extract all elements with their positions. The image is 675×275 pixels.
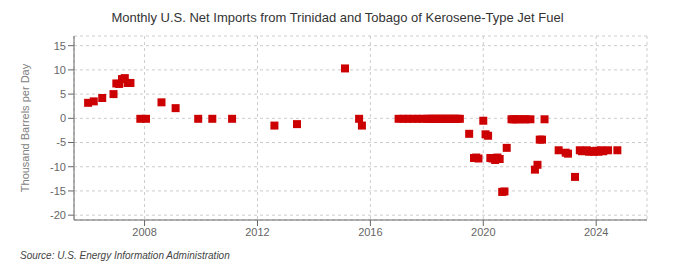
svg-text:2008: 2008: [132, 226, 156, 238]
svg-text:10: 10: [54, 64, 66, 76]
svg-text:2012: 2012: [245, 226, 269, 238]
svg-text:-10: -10: [50, 161, 66, 173]
html-text:Monthly U.S. Net Imports from: Monthly U.S. Net Imports from Trinidad a…: [111, 10, 564, 25]
svg-text:Thousand Barrels per Day: Thousand Barrels per Day: [19, 63, 31, 192]
svg-text:5: 5: [60, 88, 66, 100]
svg-text:-20: -20: [50, 209, 66, 221]
svg-text:-15: -15: [50, 185, 66, 197]
svg-text:2016: 2016: [358, 226, 382, 238]
html-text:Source: U.S. Energy Informatio: Source: U.S. Energy Information Administ…: [20, 250, 230, 261]
svg-text:2020: 2020: [471, 226, 495, 238]
svg-text:-5: -5: [56, 136, 66, 148]
svg-text:0: 0: [60, 112, 66, 124]
svg-text:2024: 2024: [584, 226, 608, 238]
svg-text:15: 15: [54, 40, 66, 52]
